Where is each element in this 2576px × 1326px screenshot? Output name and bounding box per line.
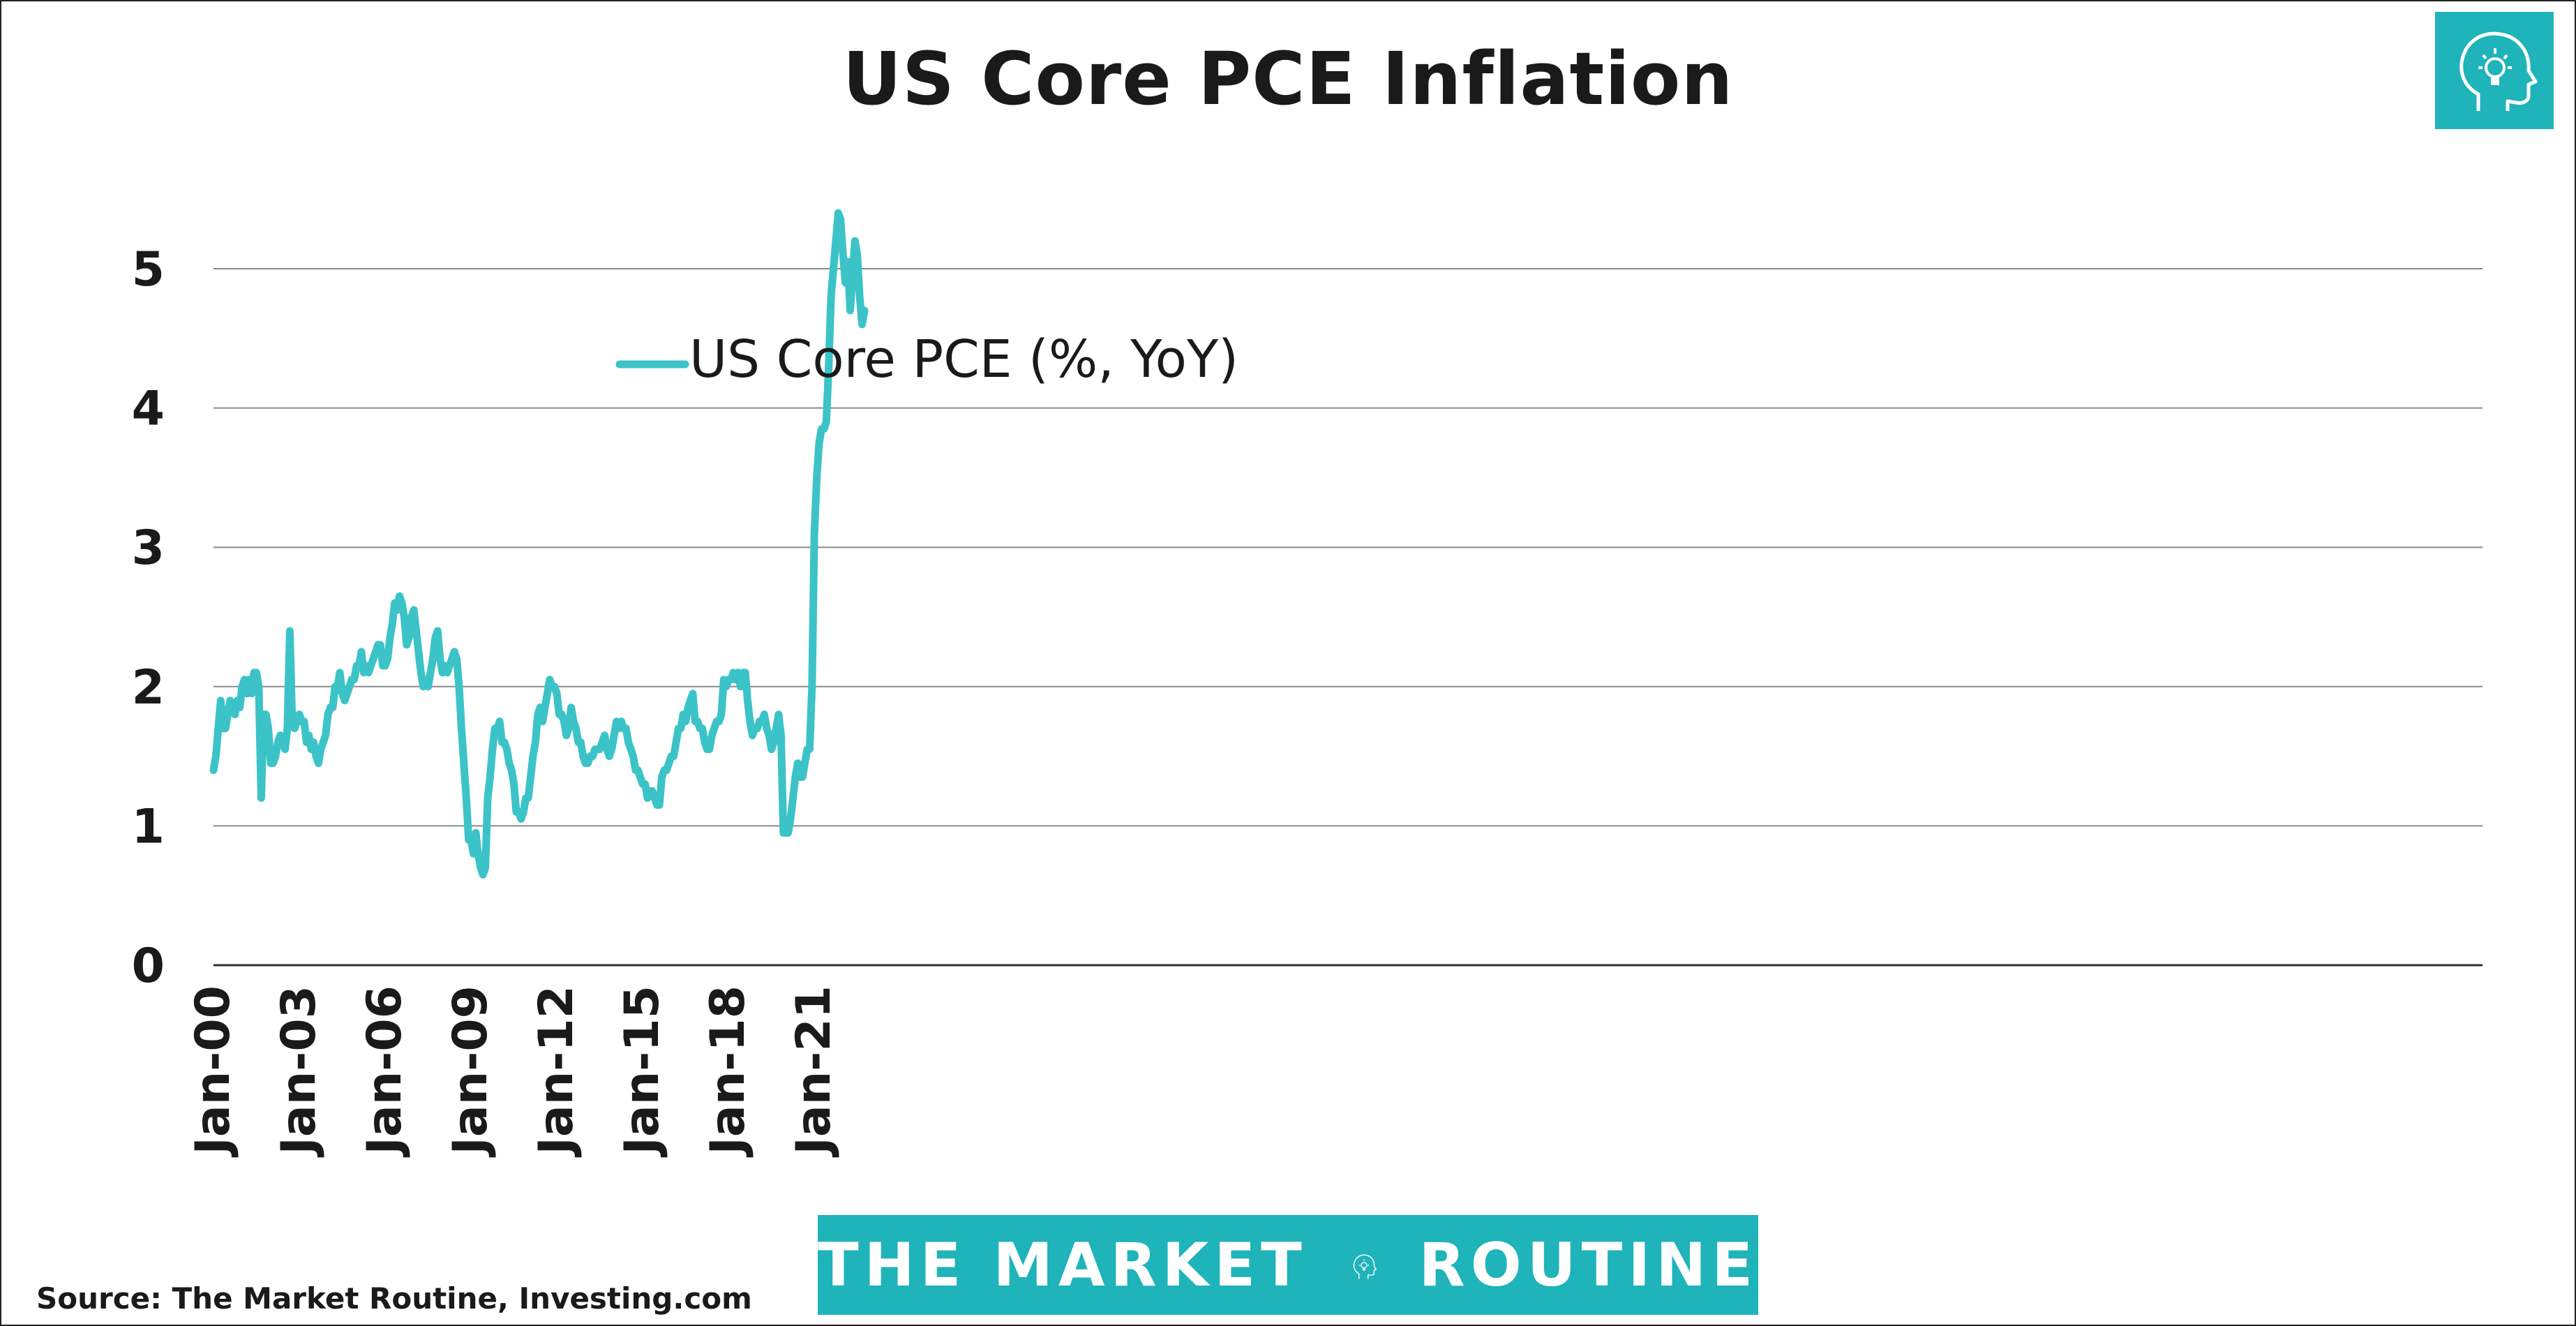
x-tick-label: Jan-21 [786, 985, 841, 1157]
x-tick-label: Jan-18 [701, 985, 756, 1157]
x-tick-label: Jan-00 [186, 985, 241, 1157]
x-tick-label: Jan-03 [271, 985, 327, 1157]
x-tick-label: Jan-09 [443, 985, 498, 1157]
brand-name-left: THE MARKET [818, 1230, 1308, 1300]
x-tick-label: Jan-15 [615, 985, 670, 1157]
head-lightbulb-icon [1353, 1254, 1377, 1279]
y-tick-label: 3 [132, 521, 165, 576]
series-layer [209, 209, 869, 879]
y-axis-ticks: 0 1 2 3 4 5 [132, 242, 165, 994]
x-axis-ticks: Jan-00 Jan-03 Jan-06 Jan-09 Jan-12 Jan-15 Jan-… [186, 985, 841, 1157]
grid-lines [214, 268, 2483, 967]
x-tick-label: Jan-06 [357, 985, 412, 1157]
y-tick-label: 0 [132, 939, 165, 994]
y-tick-label: 5 [132, 242, 165, 297]
y-tick-label: 4 [132, 382, 165, 437]
chart-title: US Core PCE Inflation [842, 36, 1734, 121]
legend-label: US Core PCE (%, YoY) [689, 329, 1238, 389]
head-lightbulb-icon [2435, 12, 2554, 129]
legend: US Core PCE (%, YoY) [615, 329, 1238, 389]
source-note: Source: The Market Routine, Investing.co… [36, 1281, 752, 1316]
brand-banner: THE MARKET ROUTINE [818, 1215, 1758, 1315]
x-tick-label: Jan-12 [529, 985, 584, 1157]
y-tick-label: 2 [132, 660, 165, 715]
y-tick-label: 1 [132, 799, 165, 854]
series-line-us-core-pce [209, 209, 869, 879]
brand-name-right: ROUTINE [1418, 1230, 1758, 1300]
brand-logo [2435, 12, 2554, 129]
